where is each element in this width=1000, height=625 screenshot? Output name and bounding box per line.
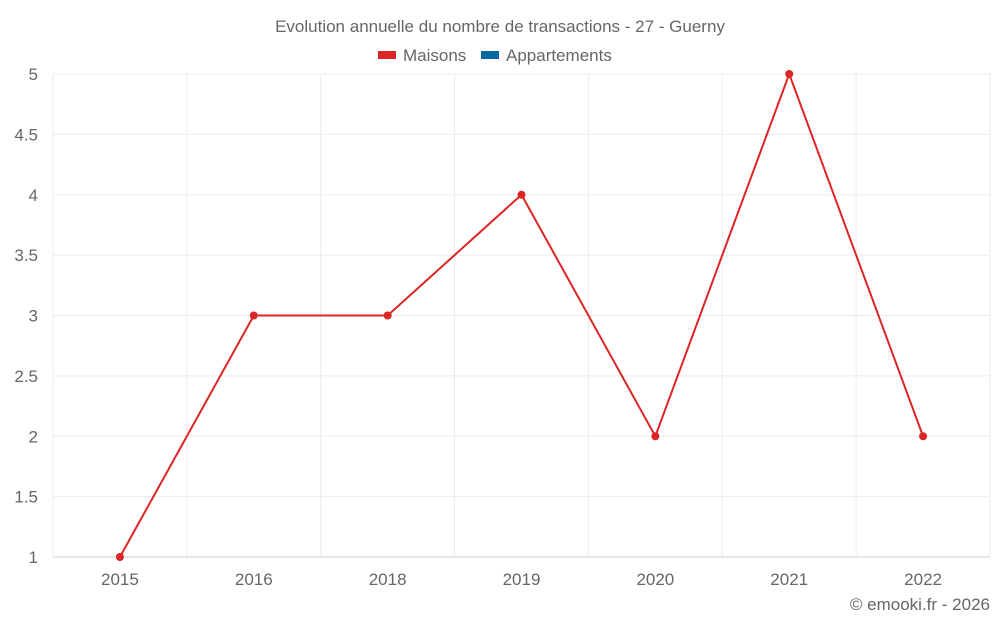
x-tick-label: 2020 <box>636 570 674 589</box>
y-tick-label: 4 <box>29 186 38 205</box>
chart-title: Evolution annuelle du nombre de transact… <box>275 17 725 36</box>
data-point[interactable] <box>383 311 392 320</box>
x-tick-label: 2019 <box>503 570 541 589</box>
legend-label-appartements[interactable]: Appartements <box>506 46 612 65</box>
data-point[interactable] <box>517 190 526 199</box>
copyright-credit: © emooki.fr - 2026 <box>850 595 990 614</box>
data-point[interactable] <box>651 432 660 441</box>
y-tick-label: 3 <box>29 307 38 326</box>
legend: Maisons Appartements <box>378 46 612 65</box>
y-tick-label: 2.5 <box>14 367 38 386</box>
x-tick-label: 2018 <box>369 570 407 589</box>
data-point[interactable] <box>919 432 928 441</box>
data-point[interactable] <box>115 553 124 561</box>
y-tick-label: 4.5 <box>14 125 38 144</box>
y-tick-label: 5 <box>29 65 38 84</box>
x-tick-label: 2016 <box>235 570 273 589</box>
x-tick-label: 2022 <box>904 570 942 589</box>
data-point[interactable] <box>785 70 794 78</box>
x-tick-label: 2021 <box>770 570 808 589</box>
y-tick-label: 1 <box>29 548 38 567</box>
y-tick-label: 2 <box>29 427 38 446</box>
legend-label-maisons[interactable]: Maisons <box>403 46 466 65</box>
data-point[interactable] <box>249 311 258 320</box>
y-tick-label: 3.5 <box>14 246 38 265</box>
legend-swatch-appartements <box>481 51 499 59</box>
y-tick-label: 1.5 <box>14 488 38 507</box>
x-tick-label: 2015 <box>101 570 139 589</box>
legend-swatch-maisons <box>378 51 396 59</box>
